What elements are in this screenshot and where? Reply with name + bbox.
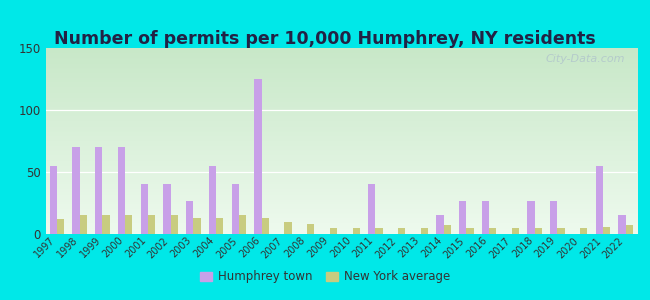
Bar bbox=[625, 225, 633, 234]
Bar bbox=[603, 226, 610, 234]
Bar bbox=[261, 218, 269, 234]
Bar bbox=[398, 228, 406, 234]
Bar bbox=[194, 218, 201, 234]
Text: City-Data.com: City-Data.com bbox=[545, 54, 625, 64]
Bar bbox=[376, 228, 383, 234]
Bar bbox=[216, 218, 224, 234]
Bar bbox=[558, 228, 565, 234]
Bar bbox=[103, 215, 110, 234]
Bar bbox=[140, 184, 148, 234]
Bar bbox=[534, 228, 542, 234]
Bar bbox=[239, 215, 246, 234]
Bar bbox=[482, 200, 489, 234]
Bar bbox=[436, 215, 443, 234]
Bar bbox=[118, 147, 125, 234]
Bar bbox=[231, 184, 239, 234]
Bar bbox=[580, 228, 588, 234]
Bar bbox=[72, 147, 79, 234]
Bar bbox=[285, 222, 292, 234]
Bar bbox=[148, 215, 155, 234]
Bar bbox=[170, 215, 178, 234]
Bar bbox=[95, 147, 103, 234]
Bar bbox=[163, 184, 170, 234]
Bar bbox=[618, 215, 625, 234]
Bar bbox=[489, 228, 497, 234]
Bar bbox=[57, 219, 64, 234]
Bar bbox=[307, 224, 315, 234]
Bar bbox=[254, 79, 261, 234]
Bar bbox=[209, 166, 216, 234]
Bar bbox=[595, 166, 603, 234]
Bar bbox=[421, 228, 428, 234]
Bar bbox=[352, 228, 360, 234]
Bar bbox=[512, 228, 519, 234]
Bar bbox=[550, 200, 558, 234]
Bar bbox=[443, 225, 451, 234]
Bar bbox=[527, 200, 534, 234]
Bar bbox=[125, 215, 133, 234]
Bar bbox=[79, 215, 87, 234]
Bar bbox=[330, 228, 337, 234]
Bar bbox=[467, 228, 474, 234]
Legend: Humphrey town, New York average: Humphrey town, New York average bbox=[195, 266, 455, 288]
Bar bbox=[49, 166, 57, 234]
Text: Number of permits per 10,000 Humphrey, NY residents: Number of permits per 10,000 Humphrey, N… bbox=[54, 30, 596, 48]
Bar bbox=[368, 184, 376, 234]
Bar bbox=[459, 200, 467, 234]
Bar bbox=[186, 200, 194, 234]
